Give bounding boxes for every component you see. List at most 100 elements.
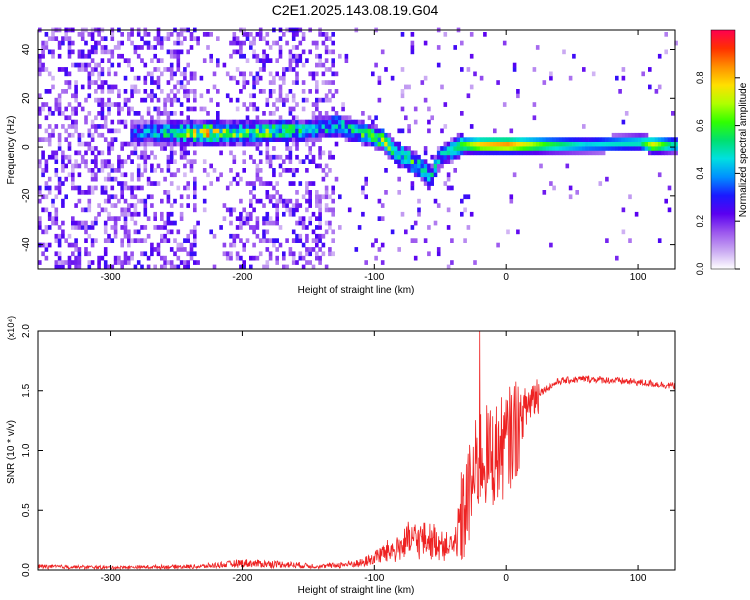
spectrogram-cell — [361, 141, 365, 147]
spectrogram-cell — [169, 67, 174, 72]
spectrogram-cell — [140, 264, 144, 270]
spectrogram-cell — [315, 233, 319, 239]
spectrogram-cell — [295, 102, 299, 107]
spectrogram-cell — [565, 150, 570, 156]
spectrogram-cell — [150, 75, 154, 81]
spectrogram-cell — [321, 168, 326, 173]
spectrogram-cell — [638, 132, 642, 138]
spectrogram-cell — [173, 159, 177, 164]
spectrogram-cell — [278, 225, 283, 230]
y-tick-label: 0.0 — [21, 563, 32, 577]
spectrogram-cell — [558, 141, 563, 147]
spectrogram-cell — [588, 146, 593, 151]
spectrogram-cell — [249, 203, 253, 208]
spectrogram-cell — [87, 168, 92, 173]
spectrogram-cell — [189, 89, 194, 94]
spectrogram-cell — [120, 181, 124, 186]
spectrogram-cell — [120, 172, 124, 178]
spectrogram-cell — [169, 49, 174, 55]
spectrogram-cell — [272, 146, 276, 151]
spectrogram-cell — [298, 132, 303, 138]
spectrogram-cell — [347, 115, 352, 121]
spectrogram-cell — [575, 150, 579, 156]
spectrogram-cell — [176, 89, 181, 94]
spectrogram-cell — [634, 137, 639, 142]
spectrogram-cell — [97, 150, 101, 156]
spectrogram-cell — [222, 137, 227, 142]
spectrogram-cell — [80, 53, 85, 59]
spectrogram-cell — [186, 194, 190, 200]
spectrogram-cell — [123, 229, 128, 235]
spectrogram-cell — [324, 97, 329, 103]
spectrogram-cell — [166, 238, 171, 243]
spectrogram-cell — [183, 238, 187, 243]
spectrogram-cell — [140, 172, 144, 178]
spectrogram-cell — [532, 150, 537, 156]
spectrogram-cell — [179, 124, 184, 129]
spectrogram-cell — [113, 84, 118, 90]
spectrogram-cell — [404, 150, 408, 156]
spectrogram-cell — [291, 207, 296, 213]
spectrogram-cell — [321, 251, 326, 257]
spectrogram-cell — [364, 181, 368, 186]
spectrogram-cell — [334, 176, 339, 182]
spectrogram-cell — [97, 132, 101, 138]
spectrogram-cell — [150, 128, 154, 134]
spectrogram-cell — [120, 190, 124, 195]
spectrogram-cell — [156, 80, 161, 85]
spectrogram-cell — [308, 71, 312, 77]
spectrogram-cell — [446, 154, 451, 160]
spectrogram-cell — [123, 172, 128, 178]
spectrogram-cell — [275, 207, 279, 213]
spectrogram-cell — [255, 124, 260, 129]
spectrogram-cell — [456, 154, 461, 160]
spectrogram-cell — [166, 124, 171, 129]
spectrogram-cell — [295, 260, 299, 265]
spectrogram-cell — [57, 185, 62, 191]
spectrogram-cell — [67, 242, 72, 248]
spectrogram-cell — [67, 80, 72, 85]
spectrogram-cell — [107, 198, 111, 204]
spectrogram-cell — [169, 159, 174, 164]
spectrogram-cell — [473, 71, 477, 77]
spectrogram-cell — [535, 141, 540, 147]
spectrogram-cell — [123, 119, 128, 125]
spectrogram-cell — [44, 247, 49, 252]
spectrogram-cell — [615, 137, 619, 142]
spectrogram-cell — [176, 128, 181, 134]
spectrogram-cell — [110, 163, 115, 169]
spectrogram-cell — [298, 124, 303, 129]
spectrogram-cell — [285, 238, 289, 243]
spectrogram-cell — [179, 141, 184, 147]
spectrogram-cell — [272, 119, 276, 125]
spectrogram-cell — [117, 119, 121, 125]
spectrogram-cell — [206, 128, 210, 134]
spectrogram-cell — [90, 132, 95, 138]
spectrogram-cell — [265, 216, 270, 221]
spectrogram-cell — [255, 119, 260, 125]
spectrogram-cell — [90, 36, 95, 41]
spectrogram-cell — [324, 185, 329, 191]
spectrogram-cell — [169, 89, 174, 94]
spectrogram-cell — [127, 203, 131, 208]
spectrogram-cell — [249, 198, 253, 204]
spectrogram-cell — [107, 211, 111, 217]
spectrogram-cell — [216, 119, 220, 125]
spectrogram-cell — [156, 67, 161, 72]
spectrogram-cell — [262, 53, 266, 59]
y-tick-label: 1.5 — [21, 383, 32, 397]
spectrogram-cell — [278, 75, 283, 81]
spectrogram-cell — [252, 194, 256, 200]
spectrogram-cell — [400, 163, 405, 169]
spectrogram-cell — [469, 141, 474, 147]
spectrogram-cell — [588, 141, 593, 147]
spectrogram-cell — [54, 154, 59, 160]
colorbar: 0.00.20.40.60.8 Normalized spectral ampl… — [695, 29, 749, 275]
spectrogram-cell — [562, 150, 566, 156]
spectrogram-cell — [308, 137, 312, 142]
spectrogram-cell — [258, 119, 263, 125]
spectrogram-cell — [371, 128, 375, 134]
spectrogram-cell — [169, 124, 174, 129]
spectrogram-cell — [671, 141, 675, 147]
spectrogram-cell — [140, 45, 144, 50]
